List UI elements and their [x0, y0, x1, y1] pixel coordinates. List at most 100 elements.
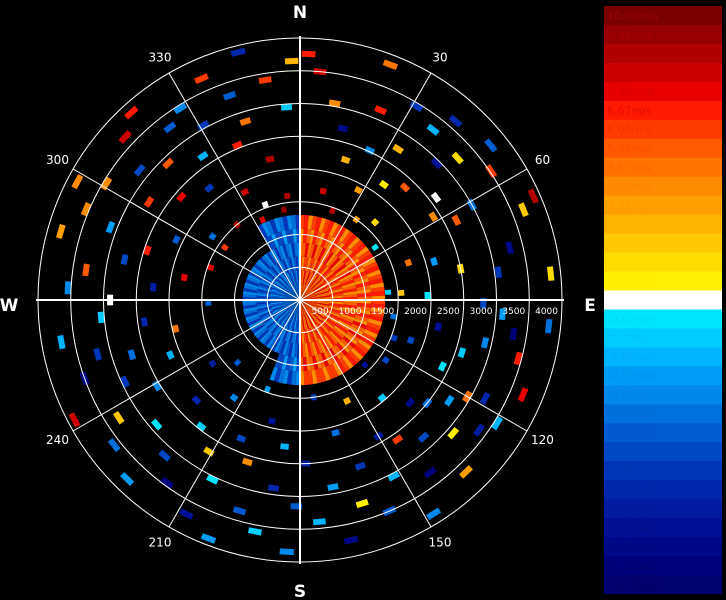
near-field-cell [271, 290, 285, 296]
return-cell [280, 206, 288, 214]
return-cell [398, 289, 405, 296]
near-field-cell [242, 293, 257, 298]
near-field-cell [273, 247, 283, 262]
near-field-cell [290, 287, 299, 299]
near-field-cell [365, 265, 380, 275]
near-field-cell [311, 310, 323, 322]
near-field-cell [261, 255, 273, 268]
near-field-cell [315, 303, 330, 308]
colorbar-label: -8.67m/s [607, 541, 656, 554]
return-cell [301, 50, 316, 58]
near-field-cell [347, 236, 361, 250]
near-field-cell [281, 312, 291, 325]
near-field-cell [259, 330, 271, 343]
return-cell [319, 187, 327, 195]
colorbar-label: 6.67m/s [607, 104, 652, 117]
range-tick-label: 4000 [535, 307, 558, 317]
near-field-cell [318, 217, 327, 233]
near-field-cell [242, 291, 257, 296]
return-cell [82, 263, 90, 277]
near-field-cell [242, 304, 257, 309]
near-field-cell [313, 340, 321, 355]
near-field-cell [287, 290, 299, 299]
return-cell [97, 311, 105, 324]
near-field-cell [309, 275, 319, 288]
near-field-cell [303, 315, 308, 330]
near-field-cell [295, 284, 300, 299]
near-field-cell [323, 351, 333, 366]
colorbar-swatch [604, 6, 722, 26]
near-field-cell [303, 214, 309, 230]
return-cell [371, 243, 380, 252]
near-field-cell [266, 251, 277, 265]
colorbar-swatch [604, 575, 722, 594]
near-field-cell [314, 354, 323, 369]
return-cell [206, 474, 219, 485]
return-cell [485, 164, 498, 179]
near-field-cell [301, 288, 312, 299]
range-tick-label: 3000 [470, 307, 493, 317]
near-field-cell [343, 291, 358, 296]
near-field-cell [302, 343, 307, 358]
near-field-cell [285, 229, 292, 244]
near-field-cell [329, 330, 341, 343]
near-field-cell [286, 272, 294, 286]
near-field-cell [251, 323, 265, 334]
return-cell [434, 322, 442, 332]
near-field-cell [308, 356, 315, 371]
near-field-cell [368, 277, 384, 286]
near-field-cell [317, 247, 327, 262]
return-cell [426, 123, 440, 136]
return-cell [133, 163, 146, 177]
return-cell [424, 291, 431, 300]
near-field-cell [352, 320, 367, 329]
near-field-cell [270, 293, 285, 298]
near-field-cell [276, 280, 289, 291]
return-cell [517, 387, 529, 403]
near-field-cell [303, 270, 308, 285]
return-cell [200, 533, 217, 544]
near-field-cell [315, 246, 324, 261]
return-cell [426, 507, 442, 521]
near-field-cell [301, 293, 315, 300]
near-field-cell [311, 280, 324, 291]
near-field-cell [291, 242, 296, 257]
return-cell [149, 282, 157, 292]
near-field-cell [295, 301, 300, 316]
near-field-cell [294, 301, 300, 316]
near-field-cell [281, 275, 291, 288]
near-field-cell [340, 249, 353, 262]
near-field-cell [261, 222, 272, 237]
near-field-cell [304, 343, 309, 358]
return-cell [479, 391, 491, 406]
near-field-cell [302, 242, 307, 257]
colorbar-label: 9.33m/s [607, 28, 652, 41]
colorbar-label: 2.00m/s [607, 237, 652, 250]
colorbar-swatch [604, 461, 722, 481]
return-cell [484, 138, 498, 153]
near-field-cell [355, 341, 369, 354]
near-field-cell [250, 321, 264, 332]
near-field-cell [352, 243, 367, 256]
near-field-cell [295, 371, 300, 386]
return-cell [343, 396, 352, 405]
colorbar-label: 3.33m/s [607, 199, 652, 212]
near-field-cell [263, 333, 275, 347]
near-field-cell [301, 301, 313, 310]
return-cell [222, 90, 237, 101]
near-field-cell [270, 303, 285, 308]
return-cell [191, 395, 202, 406]
near-field-cell [340, 338, 353, 351]
near-field-cell [301, 287, 311, 299]
near-field-cell [363, 328, 378, 339]
near-field-cell [271, 248, 281, 263]
return-cell [247, 527, 262, 536]
return-cell [105, 220, 116, 234]
near-field-cell [292, 270, 297, 285]
return-cell [265, 155, 275, 163]
near-field-cell [291, 370, 297, 386]
colorbar-label: 6.00m/s [607, 123, 652, 136]
near-field-cell [341, 231, 354, 245]
return-cell [229, 393, 239, 403]
near-field-cell [339, 276, 354, 285]
